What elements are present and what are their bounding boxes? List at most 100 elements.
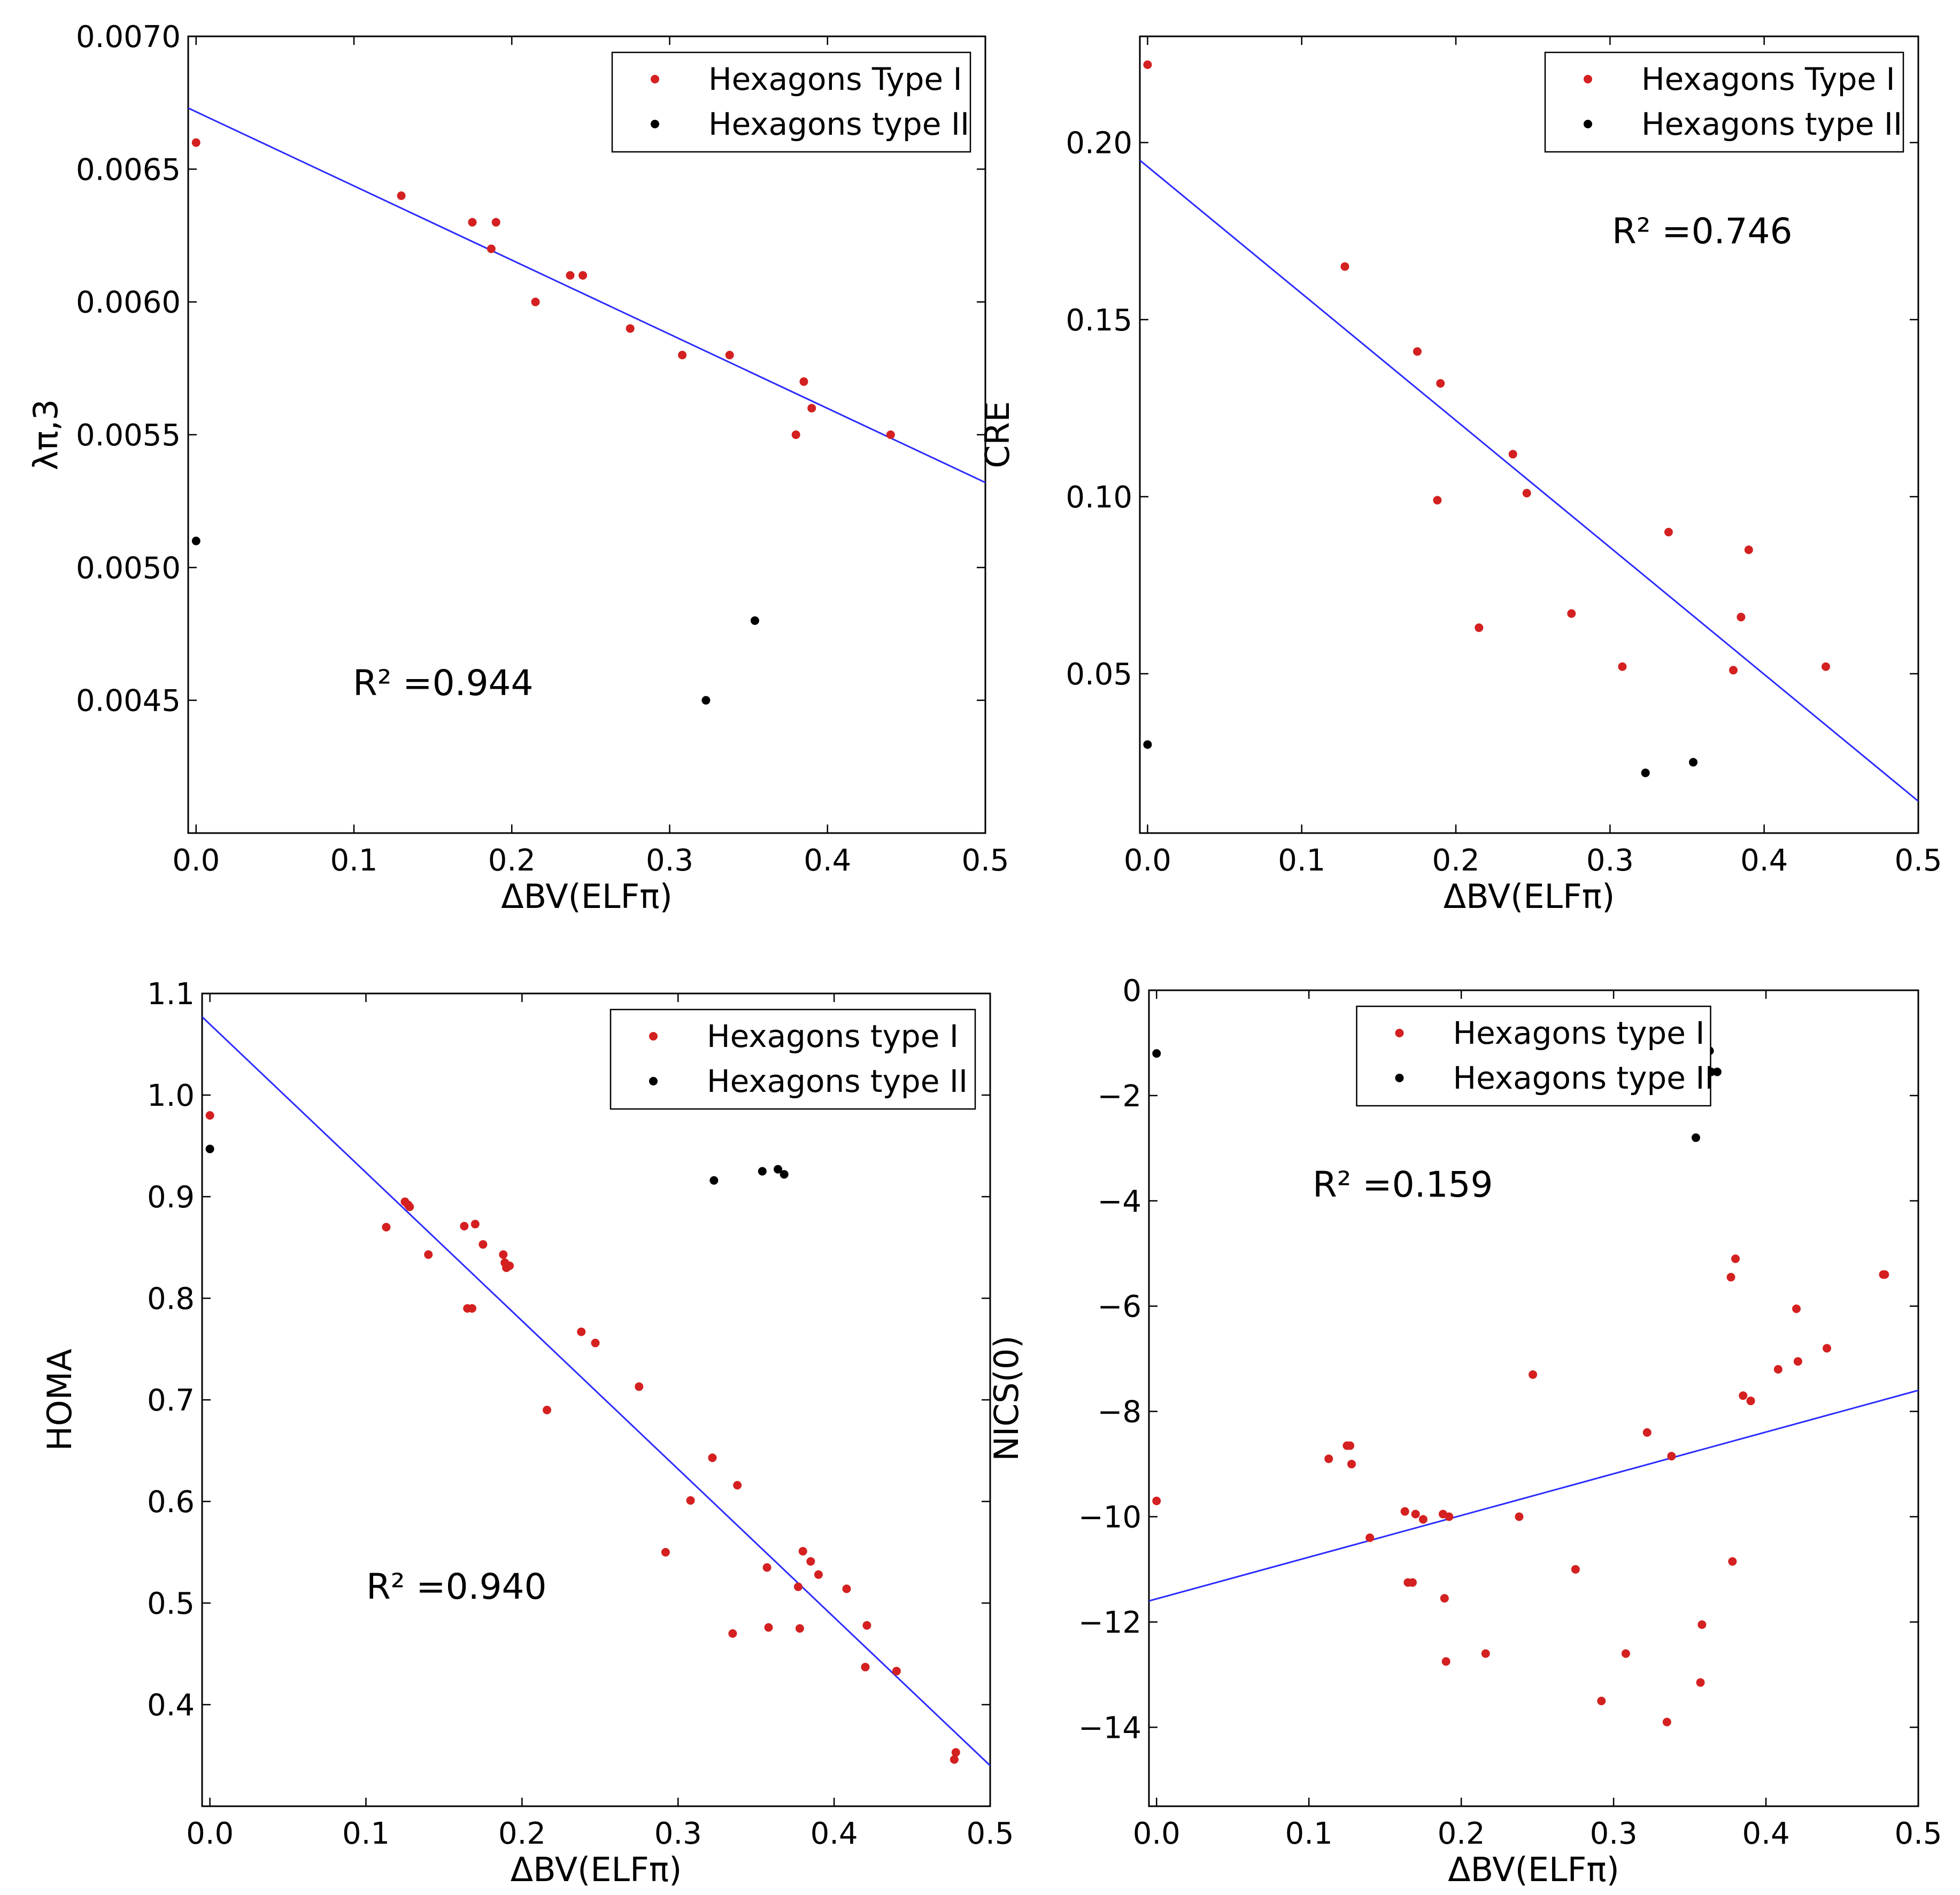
data-point: [780, 1170, 789, 1179]
data-point: [725, 351, 734, 359]
legend-box: [1356, 1005, 1711, 1107]
data-point: [750, 616, 759, 625]
data-point: [382, 1223, 391, 1231]
data-point: [764, 1623, 773, 1632]
data-point: [1793, 1357, 1802, 1366]
y-tick-label: −10: [1078, 1500, 1141, 1535]
data-point: [1662, 1717, 1671, 1727]
plot-frame: [201, 992, 991, 1807]
data-point: [1346, 1441, 1355, 1450]
series-type-ii: [1143, 740, 1698, 777]
data-point: [861, 1662, 870, 1671]
x-tick-label: 0.4: [1742, 1816, 1790, 1851]
fit-line: [1140, 159, 1918, 802]
x-tick-label: 0.3: [1590, 1816, 1638, 1851]
data-point: [1143, 740, 1152, 749]
data-point: [1413, 347, 1422, 356]
data-point: [1667, 1452, 1676, 1461]
r-squared-annotation: R² =0.940: [366, 1566, 547, 1607]
data-point: [1822, 662, 1831, 671]
data-point: [591, 1338, 600, 1347]
data-point: [1739, 1391, 1748, 1400]
data-point: [470, 1220, 480, 1229]
data-point: [487, 244, 496, 253]
plot-frame: [187, 35, 986, 834]
legend-label: Hexagons type II: [1641, 106, 1902, 142]
x-tick-label: 0.2: [1432, 843, 1480, 878]
data-point: [733, 1481, 742, 1490]
y-tick-label: 1.1: [147, 977, 195, 1012]
data-point: [1691, 1133, 1700, 1142]
x-tick-label: 0.5: [961, 843, 1009, 878]
x-tick-label: 0.1: [342, 1816, 390, 1851]
x-tick-label: 0.0: [1133, 1816, 1180, 1851]
legend-label: Hexagons Type I: [708, 61, 962, 97]
y-tick-label: 0.0070: [76, 20, 181, 55]
y-tick-label: 0.0065: [76, 152, 181, 187]
legend-label: Hexagons type II: [707, 1063, 968, 1099]
data-point: [886, 430, 895, 439]
data-point: [950, 1755, 959, 1764]
data-point: [686, 1496, 695, 1505]
plot-frame: [1139, 35, 1919, 834]
r-squared-annotation: R² =0.746: [1612, 211, 1793, 252]
data-point: [708, 1453, 717, 1462]
legend-label: Hexagons type II: [1453, 1060, 1714, 1096]
legend-label: Hexagons type II: [708, 106, 969, 142]
data-point: [405, 1203, 414, 1211]
data-point: [862, 1621, 871, 1630]
plot-frame: [1148, 989, 1919, 1807]
y-tick-label: 1.0: [147, 1079, 195, 1113]
data-point: [1746, 1396, 1755, 1405]
data-point: [1433, 496, 1442, 505]
data-point: [795, 1624, 804, 1633]
y-tick-label: 0.05: [1066, 657, 1132, 692]
data-point: [205, 1144, 214, 1153]
x-tick-label: 0.3: [654, 1816, 702, 1851]
legend-box: [609, 1008, 976, 1110]
data-point: [798, 1547, 807, 1556]
y-tick-label: 0.10: [1066, 480, 1132, 515]
data-point: [1347, 1460, 1356, 1469]
data-point: [468, 218, 477, 227]
data-point: [578, 271, 588, 280]
x-tick-label: 0.1: [1278, 843, 1325, 878]
data-point: [1597, 1697, 1606, 1706]
y-tick-label: 0.7: [147, 1383, 195, 1418]
data-point: [1152, 1496, 1161, 1505]
series-type-ii: [205, 1144, 789, 1185]
legend-label: Hexagons type I: [707, 1018, 959, 1054]
data-point: [1508, 450, 1517, 459]
data-point: [791, 430, 800, 439]
chart-panel-4: 0.0 0.1 0.2 0.3 0.4 0.5 −14 −12 −10 −8 −6 −4 −2 0 ΔBV(…: [987, 974, 1942, 1889]
data-point: [1529, 1370, 1538, 1379]
data-point: [1880, 1270, 1889, 1279]
legend-label: Hexagons type I: [1453, 1015, 1705, 1051]
y-tick-label: 0.6: [147, 1485, 195, 1520]
y-tick-label: 0.9: [147, 1180, 195, 1215]
x-tick-label: 0.1: [1285, 1816, 1333, 1851]
data-point: [1689, 758, 1698, 767]
data-point: [1515, 1512, 1524, 1521]
data-point: [951, 1748, 960, 1757]
y-tick-label: 0.20: [1066, 126, 1132, 161]
data-point: [1411, 1509, 1420, 1519]
y-tick-label: 0.8: [147, 1282, 195, 1316]
data-point: [661, 1548, 670, 1557]
data-point: [709, 1176, 719, 1185]
data-point: [701, 696, 711, 705]
series-type-i: [205, 1111, 960, 1764]
x-tick-label: 0.0: [172, 843, 220, 878]
y-tick-label: 0.0055: [76, 418, 181, 453]
x-tick-label: 0.4: [804, 843, 851, 878]
y-tick-label: −8: [1097, 1395, 1141, 1430]
legend-marker: [1395, 1029, 1404, 1037]
data-point: [191, 138, 200, 147]
data-point: [1823, 1344, 1832, 1353]
legend-marker: [651, 75, 659, 83]
data-point: [1728, 1557, 1737, 1566]
data-point: [1744, 545, 1753, 554]
x-tick-label: 0.2: [498, 1816, 546, 1851]
r-squared-annotation: R² =0.944: [353, 663, 534, 704]
x-tick-label: 0.2: [1438, 1816, 1485, 1851]
